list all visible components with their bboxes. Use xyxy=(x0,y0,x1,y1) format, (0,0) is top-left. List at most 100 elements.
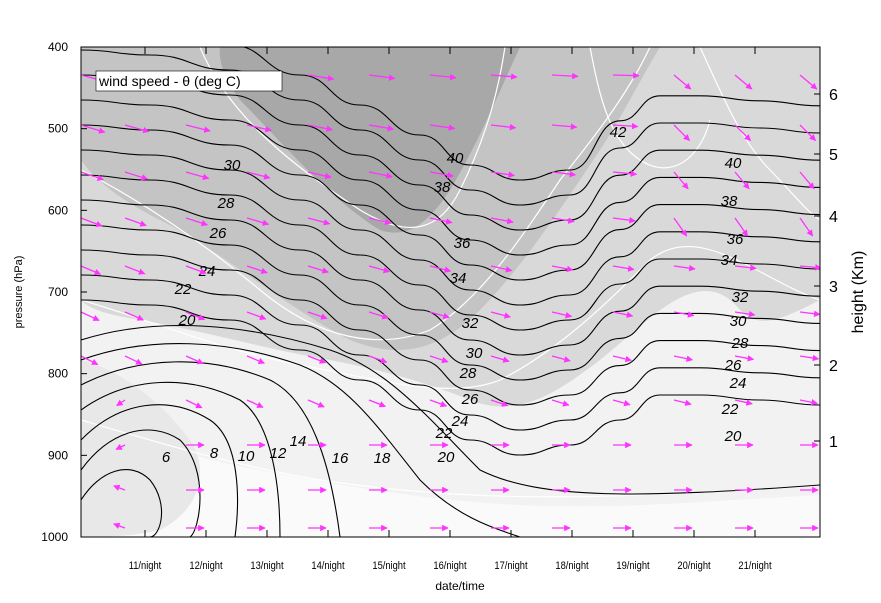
wind-arrow xyxy=(673,124,691,142)
contour-label: 22 xyxy=(435,425,453,442)
wind-arrow xyxy=(799,310,820,317)
y-left-tick-label: 900 xyxy=(48,448,68,462)
wind-arrow xyxy=(734,124,752,142)
contour-label: 30 xyxy=(466,345,483,362)
wind-isoline-6 xyxy=(589,47,711,169)
wind-arrow xyxy=(307,399,325,408)
wind-arrow xyxy=(490,265,513,273)
shade-light-bottom xyxy=(81,420,820,537)
contour-line xyxy=(81,49,820,206)
shade-darkest xyxy=(219,47,520,233)
wind-arrow xyxy=(81,355,99,366)
wind-arrow xyxy=(799,217,814,237)
contour-line xyxy=(81,429,201,537)
wind-arrow xyxy=(246,311,267,320)
y-left-tick-label: 700 xyxy=(48,285,68,299)
wind-arrow xyxy=(551,123,578,130)
wind-arrow xyxy=(185,265,207,275)
wind-arrow xyxy=(81,171,104,181)
y-left-tick-label: 800 xyxy=(48,367,68,381)
contour-label: 22 xyxy=(721,401,739,418)
y-axis-left: 400 500 600 700 800 900 1000 xyxy=(41,40,87,544)
wind-arrow xyxy=(246,399,264,408)
wind-arrow xyxy=(246,355,265,364)
wind-arrow xyxy=(81,490,82,491)
wind-arrow xyxy=(124,171,149,181)
wind-arrow xyxy=(307,311,328,320)
wind-isoline-1 xyxy=(199,47,506,228)
contour-label: 32 xyxy=(732,289,749,306)
x-tick-label: 17/night xyxy=(494,560,527,572)
wind-arrow xyxy=(81,311,100,322)
wind-arrow xyxy=(429,265,452,273)
contour-label: 20 xyxy=(437,449,455,466)
wind-arrow xyxy=(799,124,817,142)
contour-line xyxy=(81,469,163,537)
contour-label: 28 xyxy=(731,335,749,352)
wind-arrow xyxy=(368,124,395,132)
x-tick-label: 18/night xyxy=(555,560,588,572)
wind-arrow xyxy=(673,74,692,90)
wind-arrow xyxy=(185,399,203,409)
y-left-tick-label: 500 xyxy=(48,122,68,136)
contour-label: 28 xyxy=(217,195,235,212)
y-right-tick-label: 1 xyxy=(829,434,838,451)
contour-label: 16 xyxy=(332,450,349,467)
wind-arrow xyxy=(81,445,82,446)
wind-arrow xyxy=(490,123,517,131)
wind-arrow xyxy=(612,265,635,272)
wind-arrow xyxy=(734,264,757,271)
chart-title: wind speed - θ (deg C) xyxy=(98,73,241,89)
wind-arrow xyxy=(113,522,126,529)
y-left-tick-label: 1000 xyxy=(41,530,68,544)
x-tick-label: 13/night xyxy=(250,560,283,572)
wind-arrow xyxy=(185,217,208,227)
wind-arrow xyxy=(551,217,575,224)
contour-label: 26 xyxy=(724,357,742,374)
x-tick-label: 12/night xyxy=(189,560,222,572)
wind-arrow xyxy=(612,311,634,319)
wind-arrow xyxy=(185,311,206,321)
wind-arrow xyxy=(307,171,332,180)
x-tick-label: 21/night xyxy=(738,560,771,572)
wind-arrow xyxy=(490,311,511,319)
wind-arrow xyxy=(490,73,518,80)
wind-arrow xyxy=(429,399,448,408)
wind-arrow xyxy=(551,170,577,178)
contour-label: 40 xyxy=(725,155,742,172)
contour-label: 38 xyxy=(434,179,451,196)
contour-label: 24 xyxy=(451,413,469,430)
wind-arrow xyxy=(368,217,392,226)
x-tick-label: 19/night xyxy=(616,560,649,572)
wind-arrow xyxy=(612,355,632,363)
contour-label: 18 xyxy=(374,450,391,467)
wind-arrows xyxy=(81,72,820,532)
wind-arrow xyxy=(81,400,82,401)
contour-label: 36 xyxy=(727,231,744,248)
wind-arrow xyxy=(799,399,818,406)
wind-arrow xyxy=(551,355,571,363)
contour-label: 8 xyxy=(210,445,219,462)
wind-arrow xyxy=(246,217,270,226)
contour-label: 10 xyxy=(238,448,255,465)
wind-arrow xyxy=(81,265,102,275)
wind-arrow xyxy=(734,310,756,318)
contour-label: 38 xyxy=(721,193,738,210)
contour-line xyxy=(81,74,820,231)
wind-arrow xyxy=(490,399,509,407)
contour-line xyxy=(81,199,820,356)
wind-arrow xyxy=(429,311,450,320)
wind-arrow xyxy=(612,122,639,130)
wind-isoline-3 xyxy=(81,246,820,389)
wind-arrow xyxy=(124,265,146,275)
wind-arrow xyxy=(429,217,453,225)
y-right-tick-label: 6 xyxy=(829,87,838,104)
contour-label: 12 xyxy=(270,445,287,462)
wind-arrow xyxy=(612,399,631,407)
wind-arrow xyxy=(124,124,150,134)
y-axis-right-label: height (Km) xyxy=(850,251,867,334)
wind-arrow xyxy=(490,355,510,363)
contour-line xyxy=(81,404,238,537)
